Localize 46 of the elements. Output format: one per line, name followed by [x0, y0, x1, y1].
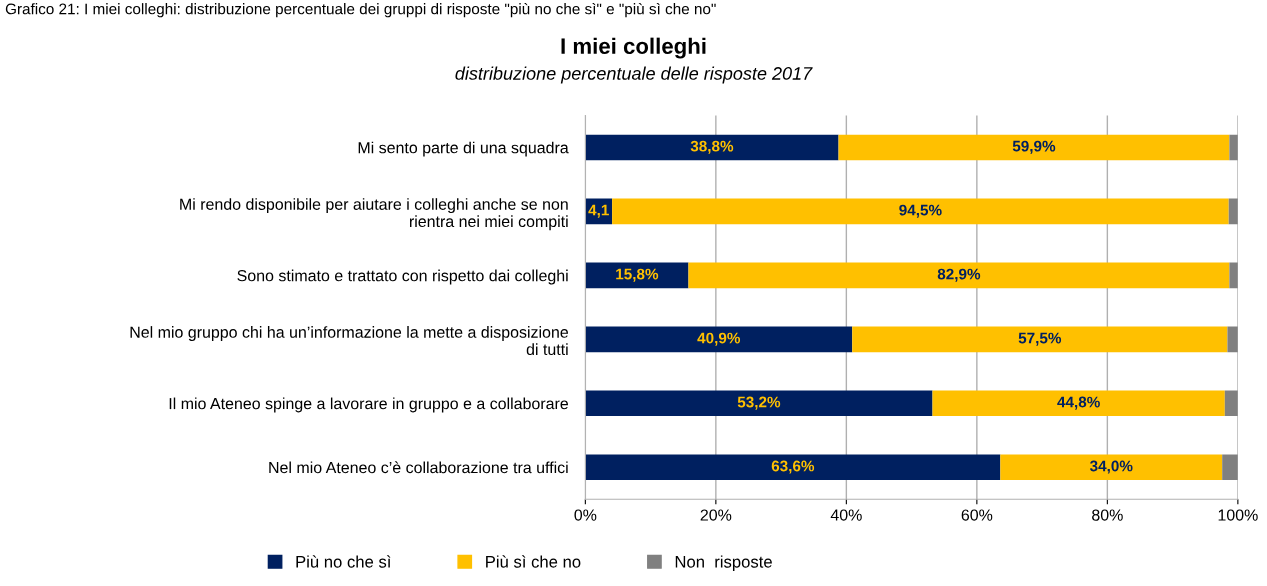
data-label: 44,8% [1057, 396, 1100, 410]
bar [688, 262, 1230, 289]
bar [585, 262, 689, 289]
y-tick-label: Sono stimato e trattato con rispetto dai colleghi [237, 269, 568, 285]
y-tick-label: Nel mio gruppo chi ha un’informazione la mette a disposizione di tutti [130, 326, 569, 356]
x-tick-label: 80% [1092, 509, 1123, 521]
bar [1229, 262, 1238, 289]
x-tick-label: 60% [961, 509, 993, 521]
y-tick-label: Il mio Ateneo spinge a lavorare in gruppo e a collaborare [169, 397, 569, 413]
x-tick-label: 20% [700, 509, 732, 521]
bar [932, 390, 1225, 417]
bar [1227, 326, 1238, 353]
bar [585, 326, 853, 353]
bar [1000, 454, 1223, 481]
data-label: 82,9% [937, 268, 981, 282]
legend-label: Più sì che no [486, 555, 581, 568]
data-label: 34,0% [1089, 460, 1133, 474]
y-tick-label: Mi sento parte di una squadra [358, 141, 569, 157]
legend-label: Più no che sì [296, 555, 391, 568]
data-label: 63,6% [771, 460, 815, 474]
y-tick-label: Nel mio Ateneo c’è collaborazione tra uffici [269, 461, 568, 474]
y-tick-label: Mi rendo disponibile per aiutare i colleghi anche se non rientra nei miei compiti [180, 198, 568, 231]
bar [1222, 454, 1238, 481]
data-label: 94,5% [899, 204, 942, 218]
bar [585, 390, 933, 417]
bar [852, 326, 1228, 353]
chart-subtitle: distribuzione percentuale delle risposte 2017 [455, 66, 813, 84]
x-tick-label: 40% [830, 509, 862, 521]
data-label: 59,9% [1012, 140, 1056, 154]
data-label: 53,2% [737, 396, 781, 410]
bar [585, 454, 1001, 481]
chart-title: I miei colleghi [561, 37, 706, 59]
data-label: 38,8% [690, 140, 734, 154]
bar [1229, 134, 1238, 161]
bar [838, 134, 1230, 161]
data-label: 4,1 [588, 204, 609, 218]
data-label: 40,9% [697, 332, 741, 346]
text: Grafico 21: I miei colleghi: distribuzione percentuale dei gruppi di risposte "più no che sì" e "più sì che no" [5, 2, 716, 18]
data-label: 57,5% [1018, 332, 1062, 346]
x-tick-label: 0% [574, 509, 597, 521]
x-tick-label: 100% [1218, 509, 1258, 521]
bar [612, 198, 1229, 225]
bar [585, 134, 839, 161]
legend-label: Non risposte [675, 555, 772, 571]
data-label: 15,8% [616, 268, 659, 282]
bar [1224, 390, 1238, 417]
